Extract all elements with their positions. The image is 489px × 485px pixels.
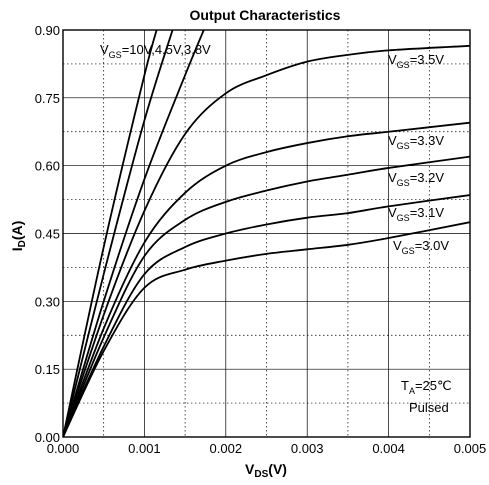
curve-v-gs-3-0v (63, 221, 470, 437)
series-label-3-2v: VGS=3.2V (388, 170, 444, 188)
pulsed-annotation: Pulsed (409, 400, 449, 415)
curves (63, 30, 470, 437)
y-tick-labels: 0.00 0.15 0.30 0.45 0.60 0.75 0.90 (35, 23, 60, 445)
x-tick-label: 0.001 (128, 441, 161, 456)
y-tick-label: 0.75 (35, 91, 60, 106)
curve-v-gs-3-5v (63, 44, 470, 437)
series-label-3-3v: VGS=3.3V (388, 133, 444, 151)
curve-v-gs-3-1v (63, 194, 470, 437)
y-tick-label: 0.30 (35, 294, 60, 309)
series-label-3-1v: VGS=3.1V (388, 205, 444, 223)
chart-title: Output Characteristics (190, 7, 341, 23)
x-tick-label: 0.004 (372, 441, 405, 456)
y-tick-label: 0.60 (35, 159, 60, 174)
y-tick-label: 0.90 (35, 23, 60, 38)
series-label-3-0v: VGS=3.0V (393, 238, 449, 256)
curve-v-gs-10v (63, 30, 158, 437)
y-tick-label: 0.00 (35, 430, 60, 445)
series-label-multi: VGS=10V,4.5V,3.8V (100, 42, 211, 60)
grid (63, 30, 470, 437)
y-tick-label: 0.15 (35, 362, 60, 377)
series-label-3-5v: VGS=3.5V (388, 52, 444, 70)
plot-frame (62, 29, 471, 438)
x-axis-label: VDS(V) (245, 461, 287, 480)
y-axis-label: ID(A) (9, 221, 28, 252)
curve-v-gs-4-5v (63, 30, 174, 437)
x-tick-label: 0.003 (291, 441, 324, 456)
x-tick-label: 0.000 (47, 441, 80, 456)
curve-v-gs-3-8v (63, 30, 205, 437)
x-tick-label: 0.002 (210, 441, 243, 456)
curve-v-gs-3-2v (63, 155, 470, 437)
y-tick-label: 0.45 (35, 227, 60, 242)
temperature-annotation: TA=25℃ (401, 378, 452, 396)
curve-v-gs-3-3v (63, 121, 470, 437)
x-tick-labels: 0.000 0.001 0.002 0.003 0.004 0.005 (47, 441, 487, 456)
x-tick-label: 0.005 (454, 441, 487, 456)
